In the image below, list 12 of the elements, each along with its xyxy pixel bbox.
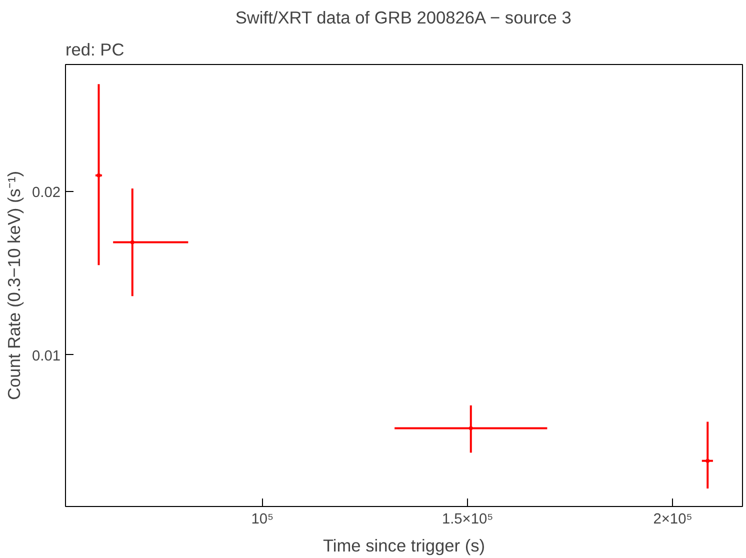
x-axis-title: Time since trigger (s) <box>322 536 486 556</box>
x-tick-label: 1.5×10⁵ <box>442 512 494 528</box>
chart-title: Swift/XRT data of GRB 200826A − source 3 <box>235 8 572 28</box>
point <box>706 458 710 463</box>
y-tick-label: 0.02 <box>32 185 61 202</box>
x-tick-label: 10⁵ <box>251 512 274 528</box>
y-tick-label: 0.01 <box>32 348 61 364</box>
y-axis-title: Count Rate (0.3−10 keV) (s⁻¹) <box>4 171 24 400</box>
text: red: PC <box>66 40 124 60</box>
point <box>468 426 473 430</box>
point <box>130 240 134 244</box>
x-tick-label: 2×10⁵ <box>653 512 692 528</box>
